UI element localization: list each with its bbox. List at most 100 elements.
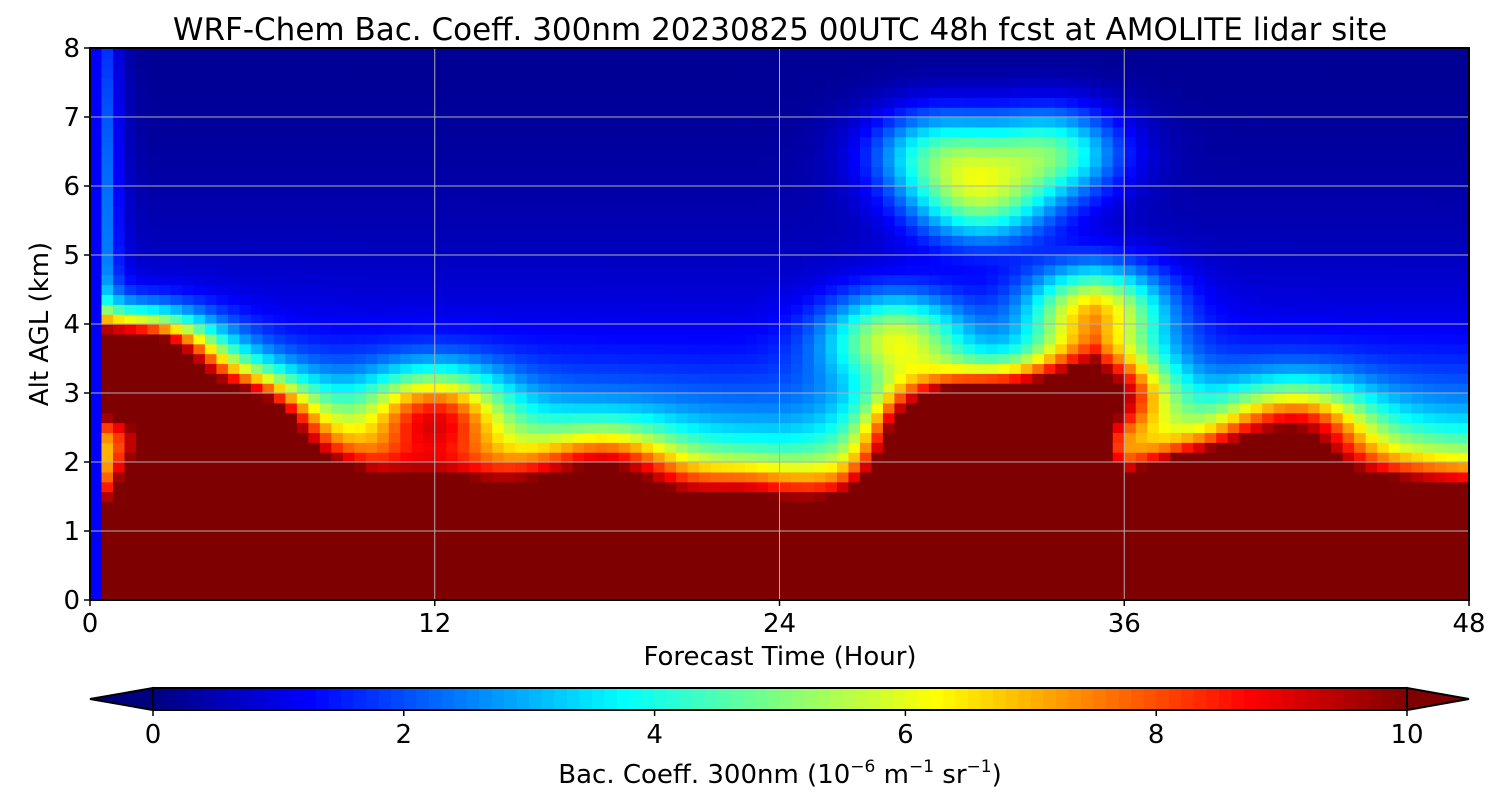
heatmap-cell — [377, 540, 390, 552]
heatmap-cell — [204, 442, 218, 453]
heatmap-cell — [354, 540, 367, 552]
heatmap-cell — [526, 570, 539, 581]
heatmap-cell — [158, 294, 172, 305]
heatmap-cell — [664, 87, 677, 98]
heatmap-cell — [216, 87, 229, 98]
heatmap-cell — [319, 304, 332, 315]
heatmap-cell — [400, 393, 413, 404]
heatmap-cell — [492, 186, 505, 197]
heatmap-cell — [434, 560, 447, 572]
heatmap-cell — [469, 67, 482, 79]
heatmap-cell — [733, 412, 746, 424]
heatmap-cell — [813, 126, 827, 138]
heatmap-cell — [354, 97, 367, 108]
heatmap-cell — [319, 264, 332, 276]
heatmap-cell — [974, 57, 987, 69]
heatmap-cell — [630, 343, 643, 355]
heatmap-cell — [1101, 540, 1114, 552]
heatmap-cell — [584, 481, 597, 493]
heatmap-cell — [480, 491, 493, 503]
heatmap-cell — [354, 176, 367, 187]
heatmap-cell — [469, 550, 482, 562]
heatmap-cell — [193, 373, 206, 384]
heatmap-cell — [434, 324, 447, 335]
heatmap-cell — [101, 107, 114, 118]
heatmap-cell — [538, 274, 551, 286]
heatmap-cell — [595, 373, 608, 384]
heatmap-cell — [492, 560, 505, 572]
heatmap-cell — [561, 215, 574, 227]
heatmap-cell — [951, 235, 964, 246]
heatmap-cell — [584, 126, 597, 138]
heatmap-cell — [308, 57, 321, 69]
heatmap-cell — [630, 264, 643, 276]
heatmap-cell — [768, 186, 781, 197]
heatmap-cell — [687, 176, 700, 187]
heatmap-cell — [584, 235, 597, 246]
heatmap-cell — [377, 146, 390, 158]
heatmap-cell — [848, 333, 861, 345]
heatmap-cell — [308, 531, 321, 542]
heatmap-cell — [756, 501, 769, 512]
heatmap-cell — [446, 363, 459, 374]
heatmap-cell — [250, 274, 263, 286]
heatmap-cell — [1101, 432, 1114, 443]
heatmap-cell — [262, 245, 275, 256]
heatmap-cell — [1043, 146, 1056, 158]
heatmap-cell — [653, 235, 666, 246]
heatmap-cell — [836, 87, 850, 98]
heatmap-cell — [618, 511, 631, 522]
heatmap-cell — [963, 77, 976, 89]
heatmap-cell — [951, 324, 964, 335]
heatmap-cell — [411, 314, 424, 325]
heatmap-cell — [882, 343, 896, 355]
heatmap-cell — [917, 186, 930, 197]
heatmap-cell — [515, 333, 528, 345]
heatmap-cell — [790, 383, 804, 394]
heatmap-cell — [411, 57, 424, 69]
heatmap-cell — [400, 501, 413, 512]
heatmap-cell — [135, 264, 149, 276]
heatmap-cell — [1066, 452, 1079, 463]
heatmap-cell — [354, 501, 367, 512]
heatmap-cell — [526, 422, 539, 434]
heatmap-cell — [90, 156, 103, 167]
heatmap-cell — [859, 521, 873, 532]
heatmap-cell — [745, 432, 758, 443]
heatmap-cell — [124, 402, 137, 414]
heatmap-cell — [308, 314, 321, 325]
heatmap-cell — [986, 570, 999, 581]
heatmap-cell — [572, 422, 585, 434]
heatmap-cell — [882, 255, 896, 266]
heatmap-cell — [1055, 146, 1068, 158]
heatmap-cell — [641, 373, 654, 384]
heatmap-cell — [147, 87, 160, 98]
heatmap-cell — [664, 432, 677, 443]
heatmap-cell — [158, 235, 172, 246]
heatmap-cell — [940, 501, 953, 512]
heatmap-cell — [1055, 521, 1068, 532]
heatmap-cell — [1089, 186, 1102, 197]
heatmap-cell — [1112, 570, 1125, 581]
heatmap-cell — [377, 333, 390, 345]
heatmap-cell — [193, 501, 206, 512]
heatmap-cell — [216, 422, 229, 434]
heatmap-cell — [745, 186, 758, 197]
heatmap-cell — [768, 501, 781, 512]
heatmap-cell — [905, 235, 918, 246]
heatmap-cell — [354, 521, 367, 532]
heatmap-cell — [285, 550, 298, 562]
heatmap-cell — [250, 166, 263, 177]
heatmap-cell — [1112, 511, 1125, 522]
heatmap-cell — [607, 580, 620, 591]
heatmap-cell — [894, 255, 907, 266]
heatmap-cell — [101, 560, 114, 572]
heatmap-cell — [905, 570, 918, 581]
heatmap-cell — [492, 294, 505, 305]
heatmap-cell — [733, 442, 746, 453]
heatmap-cell — [503, 294, 516, 305]
heatmap-cell — [285, 264, 298, 276]
heatmap-cell — [836, 570, 850, 581]
heatmap-cell — [802, 245, 815, 256]
heatmap-cell — [538, 195, 551, 207]
